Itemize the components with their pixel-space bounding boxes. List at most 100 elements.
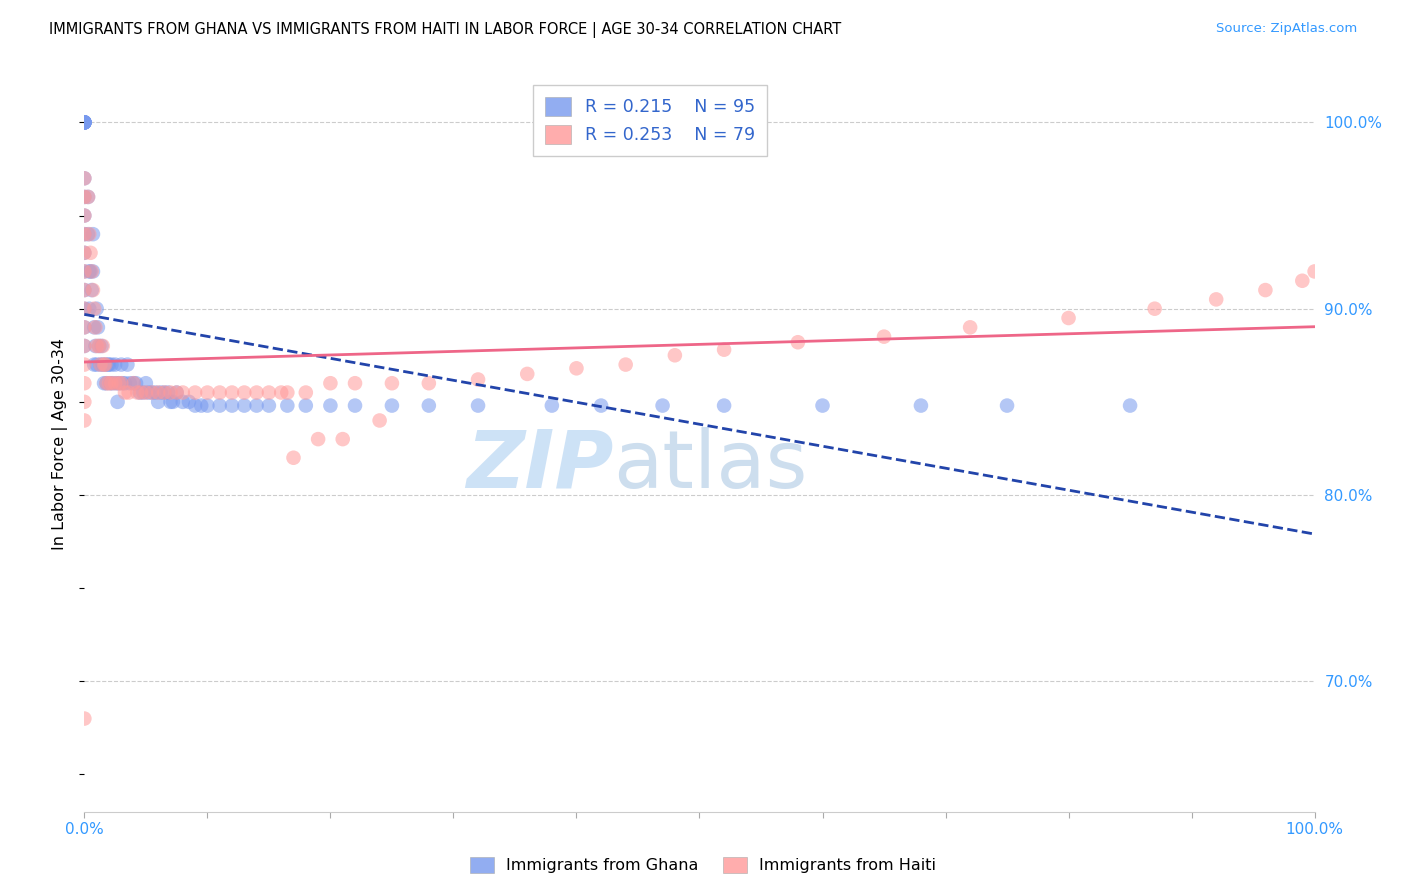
Point — [87, 339, 111, 353]
Point — [73, 264, 96, 278]
Point — [233, 385, 256, 400]
Point — [96, 376, 118, 391]
Point — [117, 358, 139, 372]
Point — [73, 339, 96, 353]
Point — [591, 399, 613, 413]
Point — [319, 376, 342, 391]
Point — [257, 385, 280, 400]
Point — [118, 385, 141, 400]
Point — [73, 227, 96, 242]
Point — [959, 320, 981, 334]
Point — [651, 399, 673, 413]
Point — [73, 712, 96, 726]
Point — [73, 320, 96, 334]
Point — [89, 358, 111, 372]
Point — [246, 399, 269, 413]
Point — [145, 385, 167, 400]
Point — [73, 115, 96, 129]
Point — [1205, 293, 1227, 307]
Point — [73, 115, 96, 129]
Legend: R = 0.215    N = 95, R = 0.253    N = 79: R = 0.215 N = 95, R = 0.253 N = 79 — [533, 85, 768, 156]
Point — [118, 376, 141, 391]
Point — [108, 376, 131, 391]
Point — [100, 376, 122, 391]
Point — [1303, 264, 1326, 278]
Point — [73, 227, 96, 242]
Point — [516, 367, 538, 381]
Point — [910, 399, 932, 413]
Point — [73, 209, 96, 223]
Point — [541, 399, 564, 413]
Point — [73, 320, 96, 334]
Point — [344, 399, 367, 413]
Text: ZIP: ZIP — [465, 427, 613, 505]
Point — [84, 339, 107, 353]
Point — [148, 395, 170, 409]
Point — [86, 301, 108, 316]
Point — [90, 339, 112, 353]
Point — [257, 399, 280, 413]
Point — [135, 376, 157, 391]
Point — [114, 376, 136, 391]
Point — [221, 399, 243, 413]
Point — [159, 385, 181, 400]
Legend: Immigrants from Ghana, Immigrants from Haiti: Immigrants from Ghana, Immigrants from H… — [463, 850, 943, 880]
Point — [73, 395, 96, 409]
Point — [73, 115, 96, 129]
Point — [93, 376, 115, 391]
Point — [149, 385, 172, 400]
Point — [141, 385, 163, 400]
Point — [73, 413, 96, 427]
Point — [91, 339, 114, 353]
Point — [73, 115, 96, 129]
Point — [418, 399, 440, 413]
Point — [811, 399, 834, 413]
Point — [73, 245, 96, 260]
Point — [101, 376, 124, 391]
Point — [138, 385, 160, 400]
Point — [208, 399, 231, 413]
Point — [418, 376, 440, 391]
Point — [104, 358, 127, 372]
Point — [73, 358, 96, 372]
Point — [73, 301, 96, 316]
Point — [107, 395, 129, 409]
Point — [73, 115, 96, 129]
Point — [162, 395, 184, 409]
Point — [79, 227, 101, 242]
Point — [344, 376, 367, 391]
Point — [94, 358, 117, 372]
Point — [125, 376, 148, 391]
Point — [84, 320, 107, 334]
Point — [105, 376, 128, 391]
Point — [108, 376, 131, 391]
Point — [1119, 399, 1142, 413]
Point — [153, 385, 176, 400]
Point — [91, 358, 114, 372]
Point — [221, 385, 243, 400]
Point — [565, 361, 588, 376]
Point — [995, 399, 1018, 413]
Point — [166, 385, 188, 400]
Point — [128, 385, 150, 400]
Point — [208, 385, 231, 400]
Point — [98, 376, 121, 391]
Point — [197, 399, 219, 413]
Point — [73, 115, 96, 129]
Point — [276, 399, 298, 413]
Point — [713, 399, 735, 413]
Point — [1291, 274, 1313, 288]
Point — [73, 283, 96, 297]
Point — [97, 358, 120, 372]
Point — [86, 358, 108, 372]
Point — [73, 115, 96, 129]
Point — [159, 395, 181, 409]
Point — [184, 399, 207, 413]
Point — [73, 245, 96, 260]
Point — [77, 190, 100, 204]
Point — [73, 190, 96, 204]
Point — [73, 171, 96, 186]
Point — [190, 399, 212, 413]
Point — [80, 264, 103, 278]
Point — [73, 264, 96, 278]
